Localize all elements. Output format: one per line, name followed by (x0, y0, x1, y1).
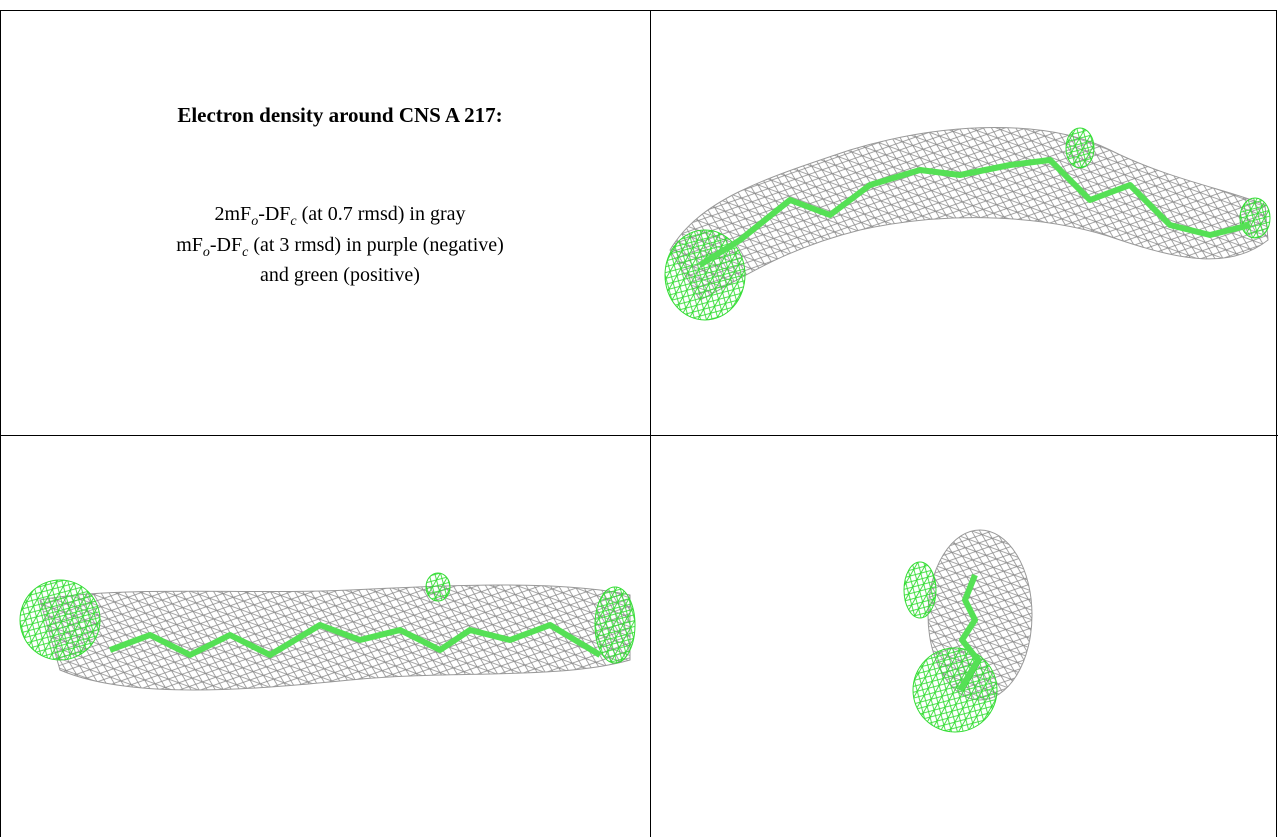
density-view-2 (19, 572, 636, 691)
caption-line: and green (positive) (260, 264, 420, 286)
subscript: c (290, 214, 297, 229)
subscript: o (203, 245, 210, 260)
text: (at 0.7 rmsd) in gray (297, 203, 466, 225)
text: -DF (210, 234, 242, 256)
subscript: o (251, 214, 258, 229)
subscript: c (242, 245, 249, 260)
caption-cell: Electron density around CNS A 217: 2mFo-… (176, 103, 504, 286)
caption-line: mFo-DFc (at 3 rmsd) in purple (negative) (176, 234, 504, 260)
text: 2mF (215, 203, 252, 225)
title: Electron density around CNS A 217: (177, 103, 502, 127)
text: (at 3 rmsd) in purple (negative) (248, 234, 503, 256)
density-view-3 (903, 529, 1033, 733)
text: mF (176, 234, 203, 256)
table-grid (0, 10, 1278, 837)
text: -DF (258, 203, 290, 225)
caption-line: 2mFo-DFc (at 0.7 rmsd) in gray (215, 203, 466, 229)
density-view-1 (664, 127, 1271, 321)
